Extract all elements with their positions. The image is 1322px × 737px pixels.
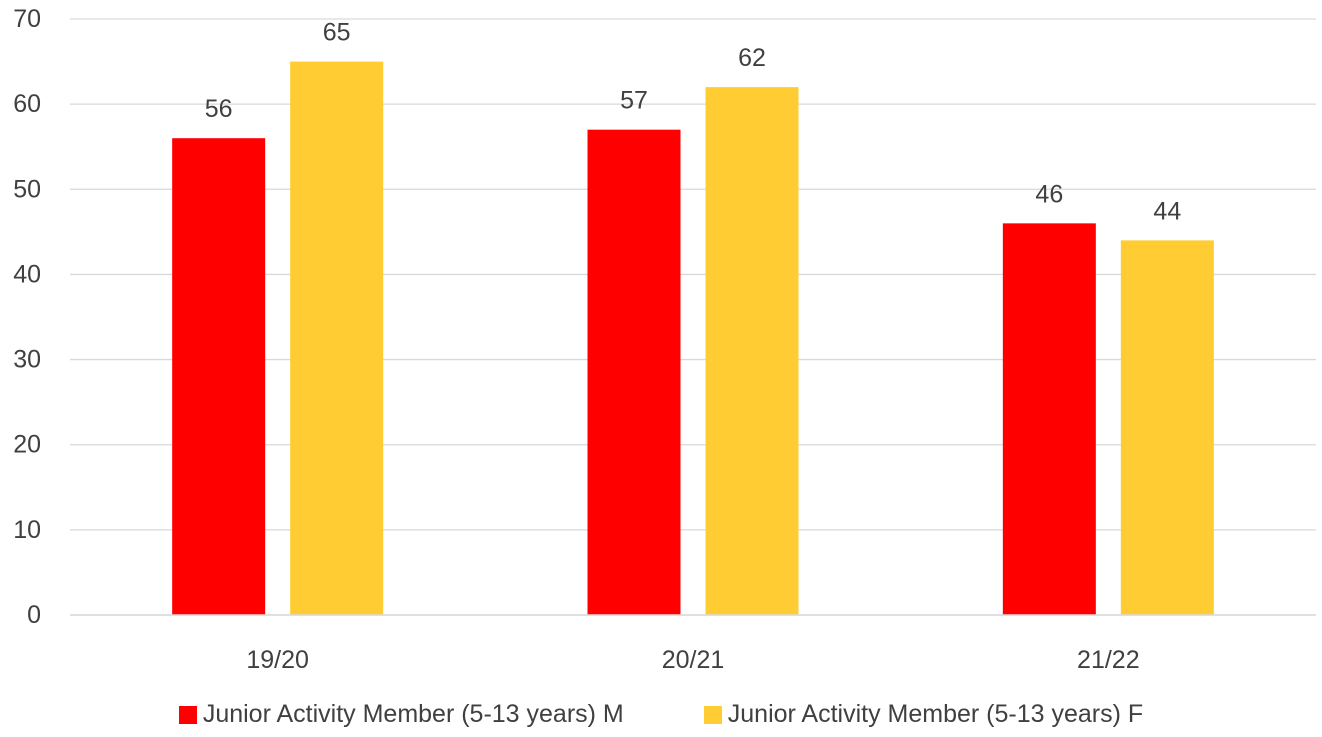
data-label: 56 xyxy=(205,95,233,123)
x-tick-label: 21/22 xyxy=(1077,646,1140,674)
bars xyxy=(172,61,1214,616)
legend-swatch-f xyxy=(703,705,722,724)
data-label: 65 xyxy=(323,19,351,47)
y-tick-label: 60 xyxy=(13,90,41,118)
y-tick-label: 30 xyxy=(13,346,41,374)
x-axis: 19/20 20/21 21/22 xyxy=(70,614,1316,674)
bar xyxy=(1002,223,1096,616)
data-label: 57 xyxy=(620,87,648,115)
data-label: 62 xyxy=(738,44,766,72)
legend-item-f: Junior Activity Member (5-13 years) F xyxy=(703,700,1144,729)
y-tick-label: 20 xyxy=(13,431,41,459)
y-tick-label: 0 xyxy=(27,601,41,629)
bar xyxy=(587,129,681,615)
legend: Junior Activity Member (5-13 years) M Ju… xyxy=(0,700,1322,729)
legend-item-m: Junior Activity Member (5-13 years) M xyxy=(178,700,624,729)
bar-chart: 0 10 20 30 40 50 60 70 56 65 57 62 46 44 19/20 20/21 2… xyxy=(13,5,1316,674)
y-tick-label: 70 xyxy=(13,5,41,33)
x-tick-label: 19/20 xyxy=(246,646,309,674)
y-tick-label: 50 xyxy=(13,175,41,203)
bar xyxy=(290,61,384,616)
data-labels: 56 65 57 62 46 44 xyxy=(205,19,1182,226)
data-label: 46 xyxy=(1035,180,1063,208)
y-axis: 0 10 20 30 40 50 60 70 xyxy=(13,5,41,629)
y-tick-label: 10 xyxy=(13,516,41,544)
data-label: 44 xyxy=(1153,197,1181,225)
x-tick-label: 20/21 xyxy=(662,646,725,674)
bar xyxy=(172,138,266,615)
gridlines xyxy=(70,18,1316,616)
legend-label-f: Junior Activity Member (5-13 years) F xyxy=(727,700,1144,728)
y-tick-label: 40 xyxy=(13,260,41,288)
bar xyxy=(705,87,799,616)
bar xyxy=(1120,240,1214,615)
legend-swatch-m xyxy=(178,705,197,724)
legend-label-m: Junior Activity Member (5-13 years) M xyxy=(202,700,624,728)
